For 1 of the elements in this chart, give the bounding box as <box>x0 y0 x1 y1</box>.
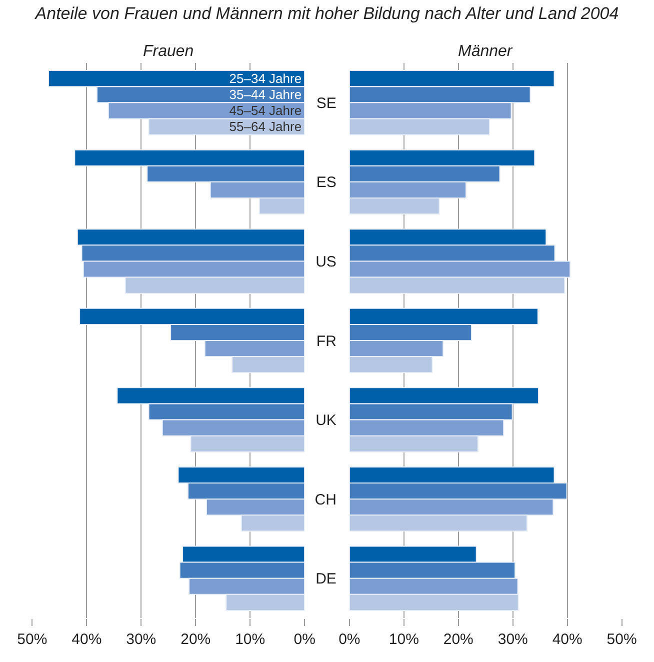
x-tick-label: 50% <box>606 631 637 648</box>
